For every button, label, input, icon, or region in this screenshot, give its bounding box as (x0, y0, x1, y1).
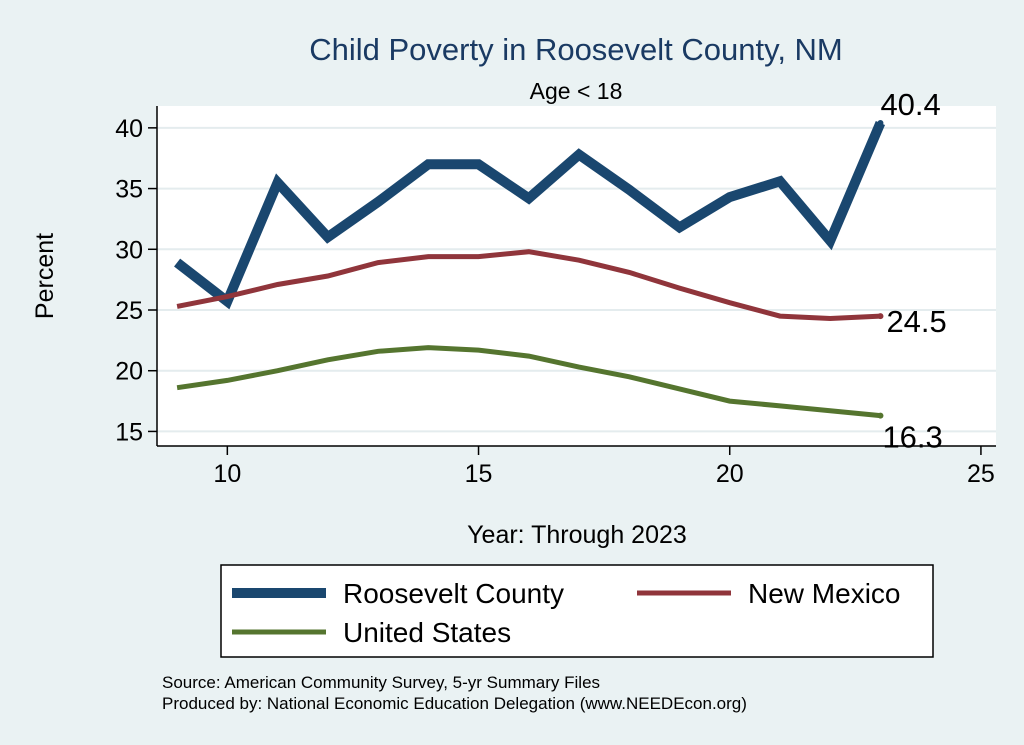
y-tick-label: 15 (115, 418, 143, 446)
x-tick-labels: 10 15 20 25 (213, 460, 994, 488)
y-tick-label: 20 (115, 358, 143, 386)
y-axis-label: Percent (31, 233, 59, 319)
end-label: 16.3 (882, 420, 942, 455)
y-tick-label: 30 (115, 236, 143, 264)
series-end-point (877, 412, 884, 419)
chart-subtitle: Age < 18 (530, 78, 623, 104)
legend-box (220, 564, 934, 658)
producer-note: Produced by: National Economic Education… (162, 694, 747, 713)
y-tick-labels: 15 20 25 30 35 40 (115, 115, 143, 447)
series-end-point (877, 313, 884, 320)
x-axis-label: Year: Through 2023 (467, 521, 687, 549)
legend-label: Roosevelt County (343, 578, 564, 609)
chart-title: Child Poverty in Roosevelt County, NM (309, 32, 843, 67)
x-tick-label: 20 (716, 460, 744, 488)
series-line-united-states (176, 345, 881, 419)
x-tick-label: 15 (465, 460, 493, 488)
end-label: 24.5 (886, 304, 946, 339)
x-tick-label: 10 (213, 460, 241, 488)
end-labels: 40.4 24.5 16.3 (880, 87, 946, 455)
x-tick-label: 25 (967, 460, 995, 488)
legend-label: United States (343, 617, 511, 648)
tick-marks (148, 127, 982, 455)
series-end-point (877, 120, 884, 126)
axes (156, 106, 996, 447)
series-line-new-mexico (176, 249, 881, 322)
y-tick-label: 35 (115, 176, 143, 204)
y-tick-label: 40 (115, 115, 143, 143)
end-label: 40.4 (880, 87, 940, 122)
series-line-roosevelt-county (174, 121, 885, 310)
legend: Roosevelt County New Mexico United States (232, 578, 900, 648)
source-note: Source: American Community Survey, 5-yr … (162, 673, 600, 692)
series-lines (174, 120, 885, 419)
grid-lines (157, 126, 996, 433)
legend-label: New Mexico (748, 578, 900, 609)
y-tick-label: 25 (115, 297, 143, 325)
